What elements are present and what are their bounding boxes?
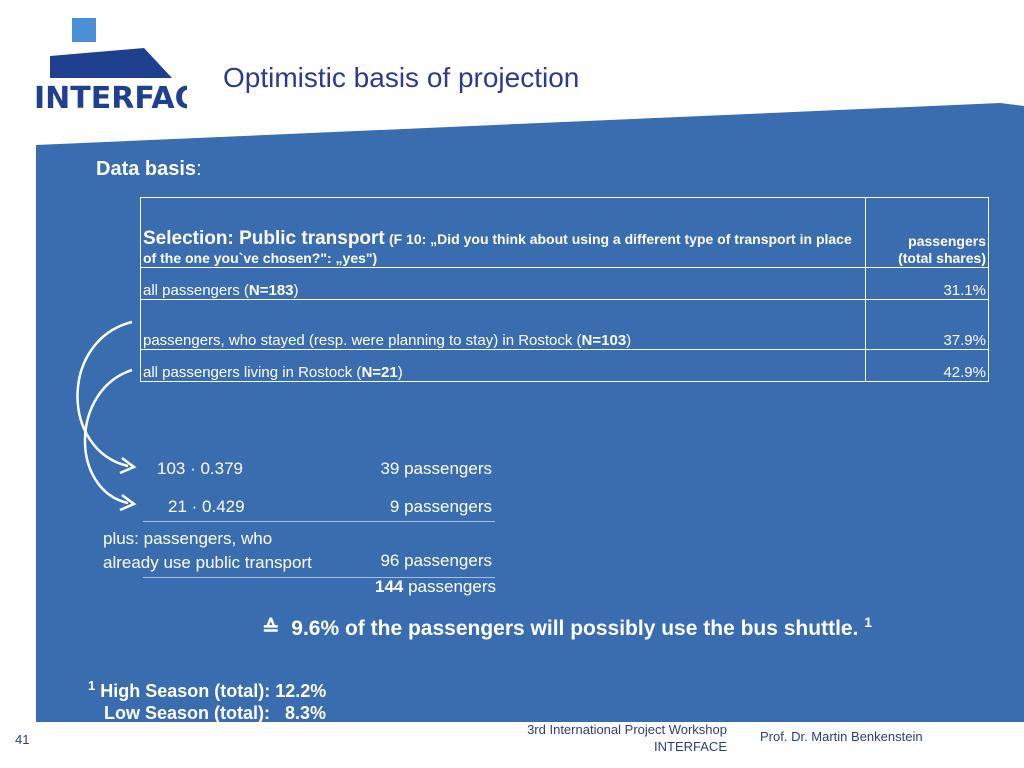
table-header-value-label: passengers — [908, 233, 986, 249]
footer-author: Prof. Dr. Martin Benkenstein — [760, 729, 923, 744]
calc-plus-result: 96 passengers — [380, 551, 492, 570]
logo-wordmark: INTERFACE — [34, 81, 187, 113]
table-header-title: Selection: Public transport — [143, 228, 385, 249]
table-header-row: Selection: Public transport (F 10: „Did … — [140, 197, 989, 268]
table-row: all passengers (N=183) 31.1% — [140, 267, 989, 300]
footnote-high-text: High Season (total): 12.2% — [100, 681, 327, 701]
table-header-value-sublabel: (total shares) — [898, 250, 986, 266]
result-footnote-mark: 1 — [864, 614, 873, 630]
result-text: 9.6% of the passengers will possibly use… — [291, 617, 859, 640]
table-header-cell: Selection: Public transport (F 10: „Did … — [140, 197, 866, 268]
equivalence-symbol: ≙ — [262, 617, 280, 640]
calc-plus-line-1: plus: passengers, who — [103, 529, 273, 548]
table-row-value: 31.1% — [865, 267, 989, 300]
table-row-label: passengers, who stayed (resp. were plann… — [140, 299, 866, 350]
table-header-value-cell: passengers (total shares) — [865, 197, 989, 268]
data-basis-label: Data basis — [96, 158, 197, 180]
calc-divider-1 — [143, 521, 495, 522]
footer-workshop-line-2: INTERFACE — [654, 739, 727, 754]
footnote-mark: 1 — [88, 678, 96, 693]
slide-number: 41 — [15, 732, 30, 747]
selection-table: Selection: Public transport (F 10: „Did … — [140, 197, 989, 382]
calc-expression-1: 103 · 0.379 — [157, 459, 244, 478]
table-row-label: all passengers living in Rostock (N=21) — [140, 349, 866, 382]
calc-total-unit: passengers — [403, 577, 496, 596]
calc-result-1: 39 passengers — [380, 459, 492, 478]
table-row-value: 42.9% — [865, 349, 989, 382]
table-row-label: all passengers (N=183) — [140, 267, 866, 300]
calc-expression-2: 21 · 0.429 — [168, 497, 245, 516]
calc-divider-2 — [143, 577, 495, 578]
calc-total: 144 passengers — [375, 577, 496, 597]
calc-plus-label: plus: passengers, who already use public… — [103, 527, 312, 575]
footnote-low-season: Low Season (total): 8.3% — [104, 703, 327, 723]
footer-workshop-line-1: 3rd International Project Workshop — [527, 722, 727, 737]
result-statement: ≙ 9.6% of the passengers will possibly u… — [262, 614, 872, 641]
data-basis-colon: : — [196, 158, 202, 180]
calc-total-number: 144 — [375, 577, 404, 596]
data-basis-heading: Data basis: — [96, 158, 202, 181]
table-row-value: 37.9% — [865, 299, 989, 350]
table-row: passengers, who stayed (resp. were plann… — [140, 299, 989, 350]
footnote-high-season: 1 High Season (total): 12.2% — [88, 678, 326, 702]
table-row: all passengers living in Rostock (N=21) … — [140, 349, 989, 382]
table-header-question: (F 10: „Did you think about using a diff… — [143, 231, 852, 266]
footer-workshop: 3rd International Project Workshop INTER… — [527, 721, 727, 755]
page-title: Optimistic basis of projection — [223, 62, 580, 93]
interface-logo: INTERFACE — [34, 18, 187, 113]
calc-plus-line-2: already use public transport — [103, 553, 312, 572]
calc-result-2: 9 passengers — [389, 497, 492, 516]
